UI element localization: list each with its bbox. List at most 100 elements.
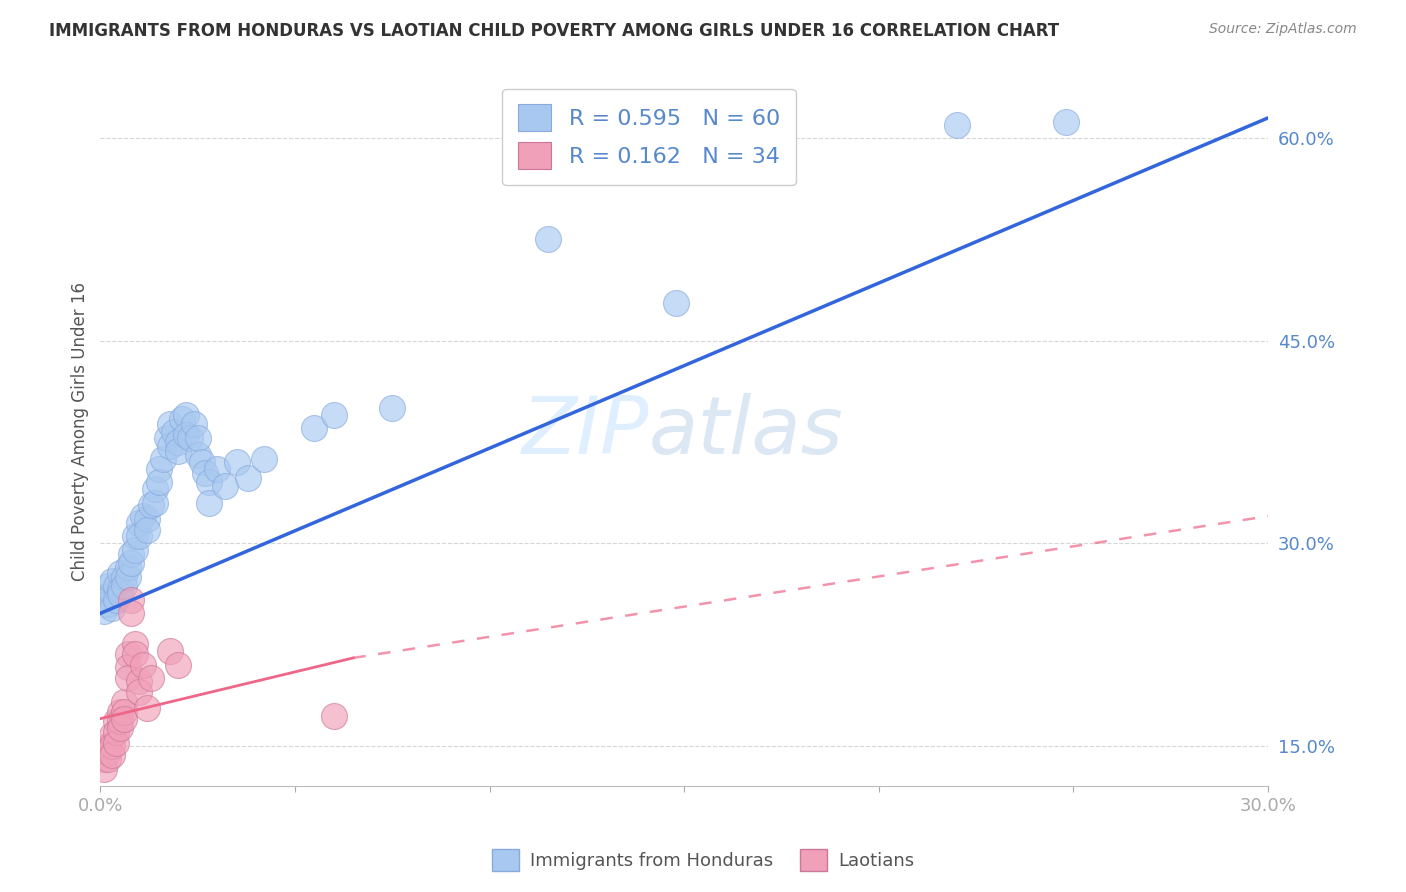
Point <box>155 431 177 445</box>
Point <box>112 579 135 593</box>
Point <box>172 412 194 426</box>
Point <box>174 408 197 422</box>
Point <box>198 496 221 510</box>
Point <box>179 431 201 445</box>
Point <box>112 705 135 719</box>
Point <box>187 449 209 463</box>
Point <box>93 604 115 618</box>
Point <box>945 118 967 132</box>
Point <box>97 597 120 611</box>
Point <box>112 695 135 709</box>
Point <box>136 523 159 537</box>
Point <box>104 579 127 593</box>
Point <box>132 657 155 672</box>
Point <box>159 644 181 658</box>
Point <box>117 560 139 574</box>
Text: IMMIGRANTS FROM HONDURAS VS LAOTIAN CHILD POVERTY AMONG GIRLS UNDER 16 CORRELATI: IMMIGRANTS FROM HONDURAS VS LAOTIAN CHIL… <box>49 22 1059 40</box>
Point <box>117 671 139 685</box>
Point <box>665 296 688 310</box>
Point <box>190 455 212 469</box>
Text: ZIP: ZIP <box>522 392 650 471</box>
Point <box>128 516 150 530</box>
Point <box>93 762 115 776</box>
Point <box>214 479 236 493</box>
Point <box>97 739 120 753</box>
Point <box>167 657 190 672</box>
Point <box>97 745 120 759</box>
Point <box>1054 115 1077 129</box>
Point <box>225 455 247 469</box>
Point <box>194 466 217 480</box>
Point <box>167 434 190 449</box>
Point <box>117 660 139 674</box>
Point <box>322 709 344 723</box>
Point <box>128 529 150 543</box>
Point <box>121 557 143 571</box>
Point <box>108 566 131 580</box>
Point <box>124 647 146 661</box>
Point <box>93 741 115 756</box>
Text: atlas: atlas <box>650 392 844 471</box>
Point <box>101 728 124 742</box>
Point <box>101 748 124 763</box>
Point <box>108 714 131 729</box>
Text: Source: ZipAtlas.com: Source: ZipAtlas.com <box>1209 22 1357 37</box>
Point <box>132 509 155 524</box>
Point <box>101 587 124 601</box>
Point <box>238 471 260 485</box>
Point <box>117 570 139 584</box>
Point <box>159 417 181 432</box>
Point <box>101 601 124 615</box>
Point <box>401 813 423 827</box>
Point <box>136 512 159 526</box>
Point <box>104 736 127 750</box>
Point <box>381 401 404 416</box>
Point <box>128 673 150 688</box>
Point <box>187 431 209 445</box>
Point <box>124 542 146 557</box>
Point <box>104 714 127 729</box>
Point <box>139 499 162 513</box>
Point <box>104 592 127 607</box>
Point <box>112 712 135 726</box>
Point <box>163 425 186 440</box>
Point <box>322 408 344 422</box>
Point <box>97 752 120 766</box>
Point <box>93 590 115 604</box>
Point <box>108 721 131 735</box>
Legend: R = 0.595   N = 60, R = 0.162   N = 34: R = 0.595 N = 60, R = 0.162 N = 34 <box>502 88 796 185</box>
Point <box>101 574 124 588</box>
Point <box>121 592 143 607</box>
Point <box>152 452 174 467</box>
Point <box>174 428 197 442</box>
Point <box>253 452 276 467</box>
Point <box>124 637 146 651</box>
Point <box>136 701 159 715</box>
Legend: Immigrants from Honduras, Laotians: Immigrants from Honduras, Laotians <box>485 842 921 879</box>
Point <box>108 583 131 598</box>
Point <box>108 587 131 601</box>
Point <box>101 739 124 753</box>
Point <box>167 444 190 458</box>
Point <box>139 671 162 685</box>
Point <box>143 496 166 510</box>
Y-axis label: Child Poverty Among Girls Under 16: Child Poverty Among Girls Under 16 <box>72 282 89 582</box>
Point <box>159 439 181 453</box>
Point <box>112 570 135 584</box>
Point <box>183 417 205 432</box>
Point <box>124 529 146 543</box>
Point <box>148 462 170 476</box>
Point <box>104 725 127 739</box>
Point <box>93 752 115 766</box>
Point <box>537 232 560 246</box>
Point <box>198 475 221 490</box>
Point <box>143 482 166 496</box>
Point <box>121 607 143 621</box>
Point <box>205 462 228 476</box>
Point <box>117 647 139 661</box>
Point <box>108 705 131 719</box>
Point <box>121 547 143 561</box>
Point <box>97 579 120 593</box>
Point <box>128 684 150 698</box>
Point <box>304 421 326 435</box>
